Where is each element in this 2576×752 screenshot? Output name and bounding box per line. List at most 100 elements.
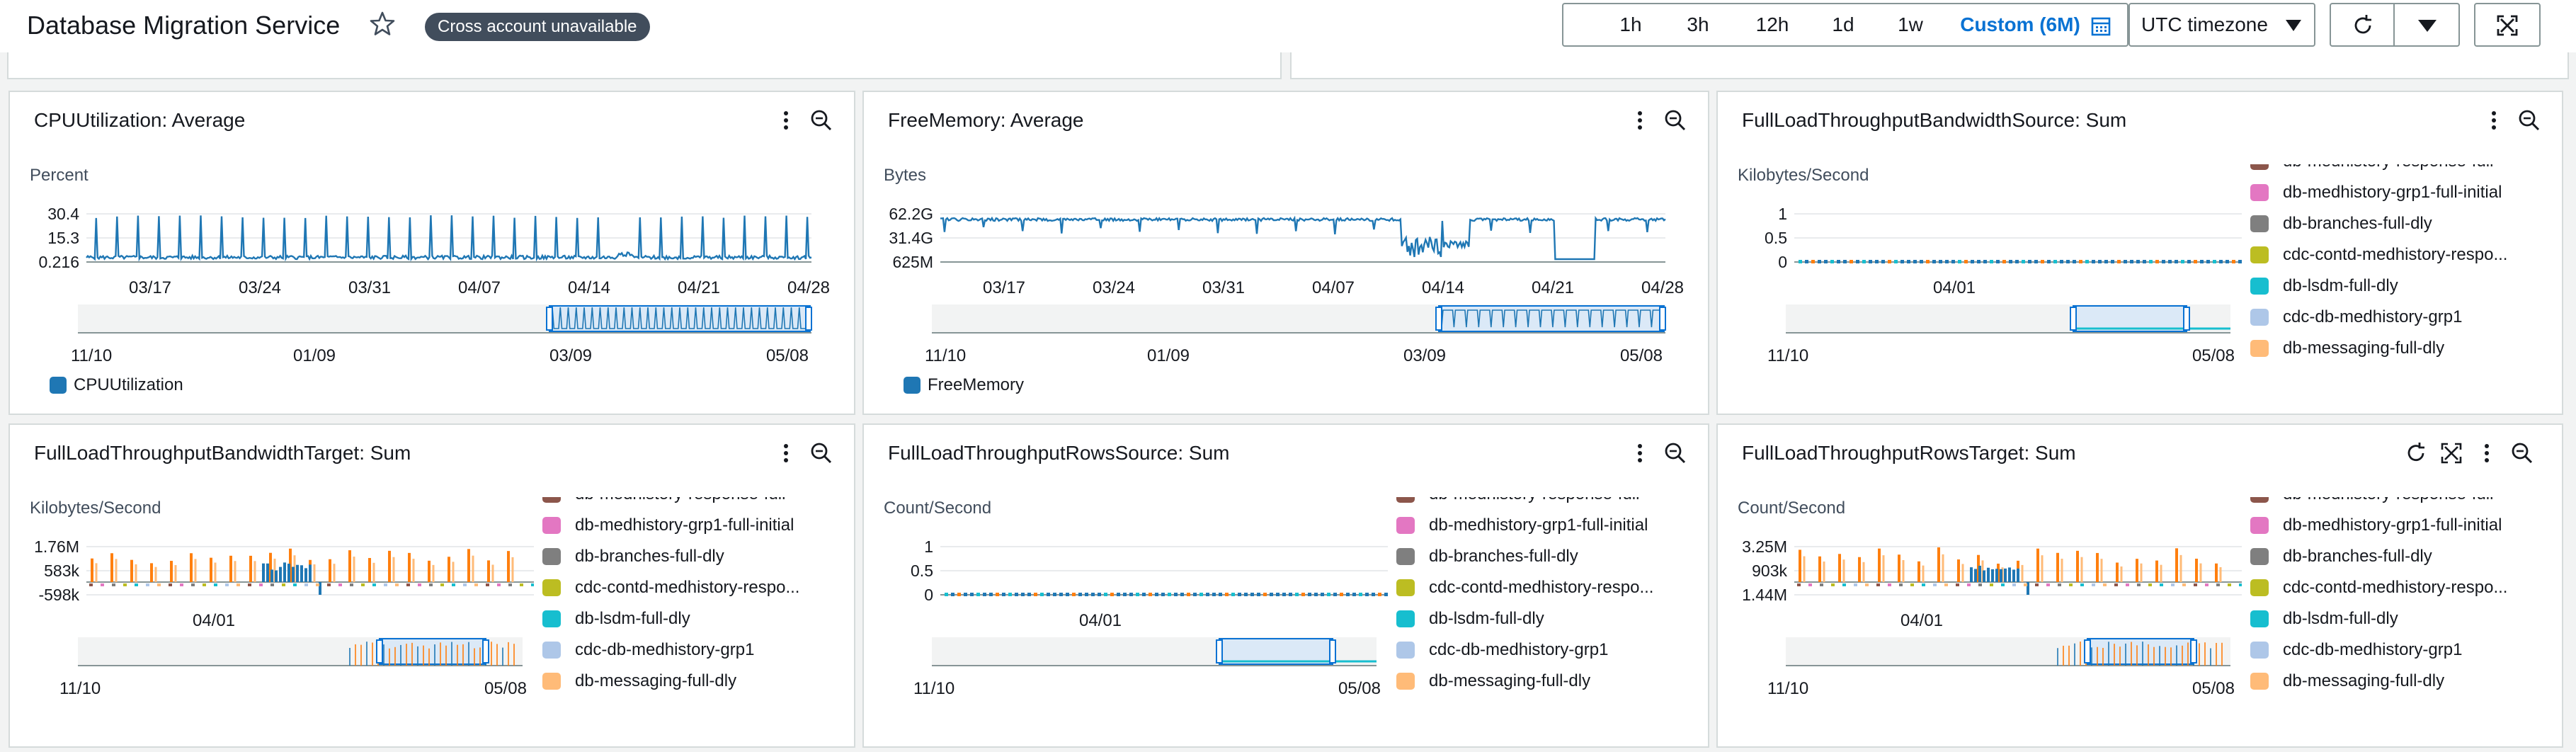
data-point — [123, 583, 127, 586]
overview-handle[interactable] — [1329, 639, 1336, 663]
overview-selection[interactable] — [2087, 638, 2194, 665]
legend-item[interactable]: db-messaging-full-dly — [2250, 333, 2507, 364]
legend-item[interactable]: cdc-contd-medhistory-respo... — [2250, 239, 2507, 270]
overview-handle[interactable] — [376, 639, 383, 663]
legend-swatch — [2250, 309, 2269, 326]
legend-item[interactable]: db-branches-full-dly — [2250, 541, 2507, 572]
data-point — [1920, 260, 1923, 263]
legend-swatch — [2250, 673, 2269, 690]
data-point — [1327, 593, 1330, 596]
legend-item[interactable]: cdc-db-medhistory-grp1 — [2250, 634, 2507, 666]
time-range-3h[interactable]: 3h — [1687, 13, 1709, 35]
legend-item[interactable]: db-messaging-full-dly — [542, 666, 799, 697]
overview-selection[interactable] — [1219, 638, 1333, 665]
data-point — [236, 583, 240, 586]
legend-item[interactable]: db-lsdm-full-dly — [1396, 603, 1653, 634]
data-point — [1869, 260, 1872, 263]
legend-item[interactable]: db-medhistory-grp1-full-initial — [2250, 510, 2507, 541]
overview-handle[interactable] — [1659, 307, 1666, 331]
widget-refresh-icon[interactable] — [2403, 440, 2429, 466]
x-tick-label: 04/21 — [678, 278, 720, 297]
widget-menu-icon[interactable] — [773, 108, 799, 133]
legend-item[interactable]: CPUUtilization — [50, 374, 183, 397]
overview-handle[interactable] — [546, 307, 553, 331]
widget-expand-icon[interactable] — [2439, 440, 2464, 466]
legend-item[interactable]: db-medhistory-response-full — [2250, 497, 2507, 510]
time-range-1h[interactable]: 1h — [1619, 13, 1642, 35]
widget-menu-icon[interactable] — [773, 440, 799, 466]
overview-tick-label: 11/10 — [59, 679, 101, 698]
fullscreen-button[interactable] — [2474, 3, 2541, 47]
time-range-1d[interactable]: 1d — [1832, 13, 1854, 35]
calendar-icon[interactable] — [2090, 16, 2111, 37]
widget-menu-icon[interactable] — [1627, 108, 1653, 133]
legend-label: db-lsdm-full-dly — [2283, 609, 2398, 628]
favorite-star-icon[interactable] — [368, 10, 397, 38]
widget-menu-icon[interactable] — [1627, 440, 1653, 466]
legend-item[interactable]: db-branches-full-dly — [2250, 208, 2507, 239]
chart-legend: db-medhistory-response-full db-medhistory… — [2250, 497, 2555, 731]
legend-label: cdc-db-medhistory-grp1 — [575, 640, 755, 659]
data-point — [2085, 260, 2089, 263]
overview-handle[interactable] — [2070, 307, 2077, 331]
line-chart: 30.4 15.3 0.216 03/17 03/24 03/31 04/07 04/14 04… — [38, 205, 830, 365]
legend-item[interactable]: cdc-db-medhistory-grp1 — [542, 634, 799, 666]
zoom-out-icon[interactable] — [1663, 108, 1688, 133]
legend-swatch — [2250, 517, 2269, 534]
legend-label: db-messaging-full-dly — [1429, 671, 1591, 690]
zoom-out-icon[interactable] — [1663, 440, 1688, 466]
overview-handle[interactable] — [1435, 307, 1442, 331]
chart-legend: db-medhistory-response-full db-medhistory… — [542, 497, 847, 731]
legend-item[interactable]: FreeMemory — [904, 374, 1024, 397]
data-point — [89, 583, 93, 586]
zoom-out-icon[interactable] — [809, 440, 834, 466]
time-range-custom[interactable]: Custom (6M) — [1960, 13, 2080, 35]
y-tick-label: 903k — [1752, 562, 1787, 580]
overview-handle[interactable] — [805, 307, 812, 331]
legend-item[interactable]: db-lsdm-full-dly — [542, 603, 799, 634]
widget-menu-icon[interactable] — [2481, 108, 2507, 133]
overview-selection[interactable] — [2073, 305, 2187, 332]
legend-item[interactable]: db-medhistory-grp1-full-initial — [1396, 510, 1653, 541]
line-chart: 1.76M 583k -598k 04/01 11/10 05/08 — [34, 537, 534, 698]
zoom-out-icon[interactable] — [2509, 440, 2535, 466]
data-point — [452, 583, 455, 586]
overview-handle[interactable] — [482, 639, 489, 663]
cross-account-badge: Cross account unavailable — [425, 13, 650, 41]
legend-item[interactable]: db-lsdm-full-dly — [2250, 603, 2507, 634]
widget-menu-icon[interactable] — [2474, 440, 2500, 466]
legend-item[interactable]: db-branches-full-dly — [542, 541, 799, 572]
legend-item[interactable]: cdc-contd-medhistory-respo... — [542, 572, 799, 603]
time-range-12h[interactable]: 12h — [1755, 13, 1789, 35]
time-range-1w[interactable]: 1w — [1898, 13, 1923, 35]
refresh-button[interactable] — [2330, 3, 2395, 47]
zoom-out-icon[interactable] — [809, 108, 834, 133]
legend-item[interactable]: db-lsdm-full-dly — [2250, 270, 2507, 302]
legend-item[interactable]: cdc-contd-medhistory-respo... — [1396, 572, 1653, 603]
legend-item[interactable]: db-messaging-full-dly — [2250, 666, 2507, 697]
x-tick-label: 04/01 — [1079, 611, 1122, 630]
overview-handle[interactable] — [2183, 307, 2190, 331]
data-point — [1314, 593, 1318, 596]
data-point — [2012, 583, 2016, 586]
legend-item[interactable]: db-medhistory-response-full — [1396, 497, 1653, 510]
legend-item[interactable]: db-branches-full-dly — [1396, 541, 1653, 572]
widget-bandwidth-source: FullLoadThroughputBandwidthSource: Sum Ki… — [1716, 91, 2563, 415]
timezone-select[interactable]: UTC timezone — [2128, 3, 2315, 47]
legend-item[interactable]: cdc-contd-medhistory-respo... — [2250, 572, 2507, 603]
legend-item[interactable]: cdc-db-medhistory-grp1 — [1396, 634, 1653, 666]
overview-handle[interactable] — [2084, 639, 2091, 663]
overview-handle[interactable] — [2190, 639, 2197, 663]
legend-item[interactable]: db-medhistory-grp1-full-initial — [2250, 177, 2507, 208]
overview-tick-label: 11/10 — [1767, 679, 1808, 698]
legend-item[interactable]: cdc-db-medhistory-grp1 — [2250, 302, 2507, 333]
zoom-out-icon[interactable] — [2517, 108, 2542, 133]
data-point — [1021, 593, 1025, 596]
legend-swatch — [2250, 340, 2269, 357]
refresh-options-button[interactable] — [2393, 3, 2460, 47]
legend-item[interactable]: db-messaging-full-dly — [1396, 666, 1653, 697]
legend-item[interactable]: db-medhistory-grp1-full-initial — [542, 510, 799, 541]
legend-item[interactable]: db-medhistory-response-full — [2250, 164, 2507, 177]
legend-item[interactable]: db-medhistory-response-full — [542, 497, 799, 510]
overview-handle[interactable] — [1216, 639, 1223, 663]
